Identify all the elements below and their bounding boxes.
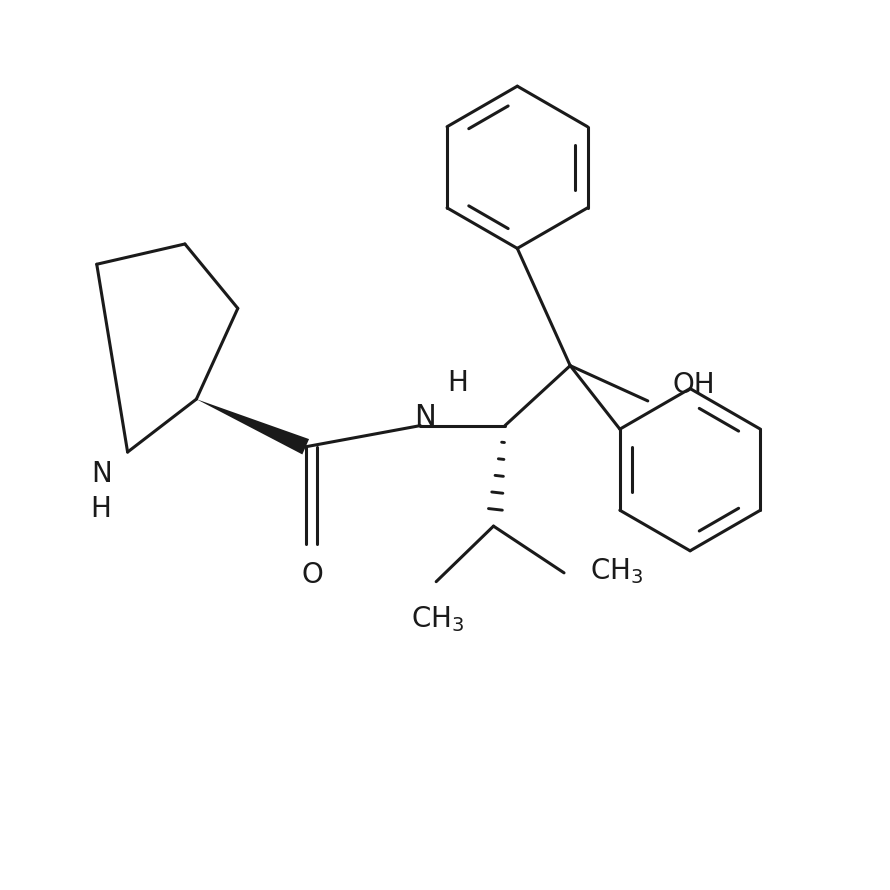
Text: H: H bbox=[91, 496, 111, 523]
Text: CH$_3$: CH$_3$ bbox=[590, 556, 643, 586]
Text: O: O bbox=[302, 561, 324, 588]
Polygon shape bbox=[197, 399, 309, 455]
Text: OH: OH bbox=[672, 371, 715, 399]
Text: H: H bbox=[447, 369, 468, 397]
Text: N: N bbox=[414, 403, 435, 431]
Text: CH$_3$: CH$_3$ bbox=[411, 604, 465, 635]
Text: N: N bbox=[91, 460, 111, 488]
